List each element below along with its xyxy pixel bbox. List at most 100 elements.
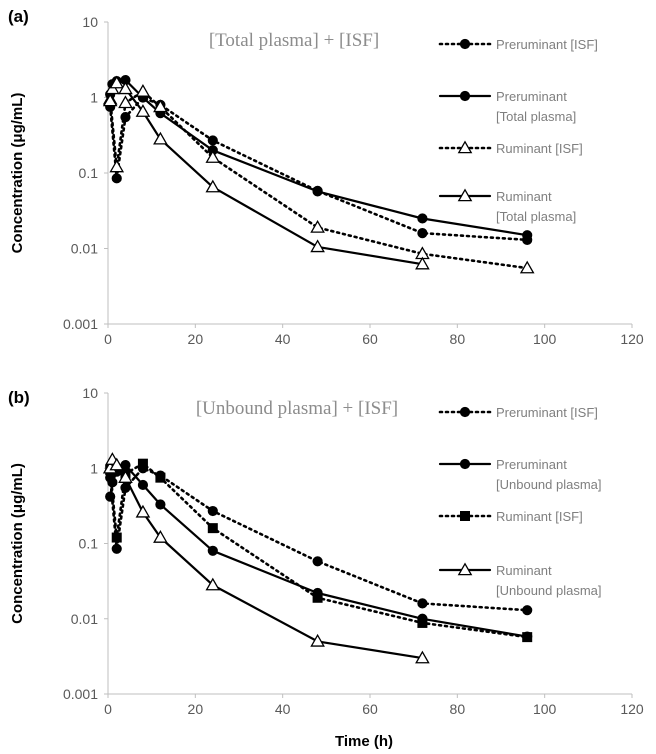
data-point [207,505,218,517]
legend-label: Ruminant [ISF] [496,509,583,524]
legend-swatch-marker [457,140,473,154]
data-point [519,260,535,274]
data-point [417,617,428,628]
data-point [102,93,118,107]
data-point [312,556,323,567]
legend-entry: Ruminant [ISF] [438,509,583,524]
data-point [312,186,323,197]
x-tick-label: 60 [362,701,378,717]
legend-label: Preruminant [Unbound plasma] [496,457,602,492]
y-tick-label: 0.1 [79,536,99,552]
data-point [205,179,221,193]
series-line [108,96,529,242]
data-point [118,95,133,109]
series-4 [102,452,430,664]
legend-swatch-marker [460,511,470,521]
x-tick-label: 120 [620,331,644,347]
data-point [417,227,428,239]
chart-annotation: [Unbound plasma] + [ISF] [196,398,398,419]
data-point [135,84,151,97]
data-point [153,99,168,113]
legend-label: Preruminant [ISF] [496,37,598,52]
chart-annotation: [Total plasma] + [ISF] [209,30,379,51]
y-tick-label: 0.1 [79,165,99,181]
data-point [118,470,133,483]
legend-label: Ruminant [Unbound plasma] [496,563,602,598]
panel-a: 10 1 0.1 0.01 0.001 0 20 40 60 80 100 120 (a) Concent… [8,7,644,347]
series-3 [102,84,535,274]
x-tick-label: 0 [104,331,112,347]
legend-swatch-marker [459,38,471,50]
data-point [207,545,218,556]
data-point [310,633,325,647]
series-1 [105,92,533,245]
y-tick-label: 0.001 [63,316,98,332]
legend-entry: Preruminant [Total plasma] [438,89,576,124]
series-4 [102,75,430,270]
panel-b: 10 1 0.1 0.01 0.001 0 20 40 60 80 100 120 (b) Concent… [8,385,644,750]
data-point [155,472,166,483]
legend-entry: Preruminant [ISF] [438,37,598,52]
data-point [207,135,218,146]
y-tick-label: 0.01 [71,611,98,627]
y-axis-title: Concentration (μg/mL) [9,93,26,254]
legend-entry: Preruminant [Unbound plasma] [438,457,602,492]
data-point [310,239,325,253]
y-tick-label: 10 [82,385,98,401]
data-point [205,577,221,591]
data-point [111,173,122,184]
data-point [522,230,533,241]
x-tick-label: 40 [275,331,291,347]
data-point [118,81,133,95]
data-point [312,592,323,603]
legend-swatch-marker [459,406,471,418]
y-tick-label: 10 [82,14,98,30]
legend-swatch-marker [457,188,473,202]
legend-label: Preruminant [ISF] [496,405,598,420]
x-tick-label: 0 [104,701,112,717]
data-point [111,543,122,554]
data-point [155,499,166,510]
data-point [207,523,218,534]
legend-entry: Preruminant [ISF] [438,405,598,420]
legend-entry: Ruminant [Unbound plasma] [438,562,602,598]
x-tick-label: 120 [620,701,644,717]
x-tick-label: 100 [533,701,557,717]
series-line [108,462,529,639]
series-line [108,466,529,612]
data-point [135,504,151,518]
data-point [417,598,428,609]
data-point [205,150,221,163]
data-point [417,213,428,224]
x-tick-label: 60 [362,331,378,347]
x-tick-label: 100 [533,331,557,347]
series-3 [105,458,533,643]
data-point [137,458,148,469]
legend-entry: Ruminant [Total plasma] [438,188,576,224]
series-line [109,78,529,237]
legend-swatch-marker [457,562,473,576]
data-point [137,479,149,491]
legend-entry: Ruminant [ISF] [438,140,583,156]
data-point [310,219,325,233]
data-point [135,104,151,117]
x-tick-label: 20 [188,701,204,717]
y-tick-label: 1 [90,90,98,106]
y-tick-label: 1 [90,460,98,476]
data-point [522,605,533,616]
data-point [111,532,122,543]
series-line [109,458,424,660]
y-tick-label: 0.01 [71,241,98,257]
x-tick-label: 80 [450,701,466,717]
y-axis-title: Concentration (μg/mL) [9,463,26,624]
series-line [109,464,529,638]
data-point [522,632,533,643]
panel-label: (b) [8,388,30,407]
data-point [153,530,168,543]
legend-label: Preruminant [Total plasma] [496,89,576,124]
x-tick-label: 80 [450,331,466,347]
x-axis-title: Time (h) [335,733,393,750]
data-point [415,650,430,664]
data-point [109,75,125,89]
panel-label: (a) [8,7,29,26]
